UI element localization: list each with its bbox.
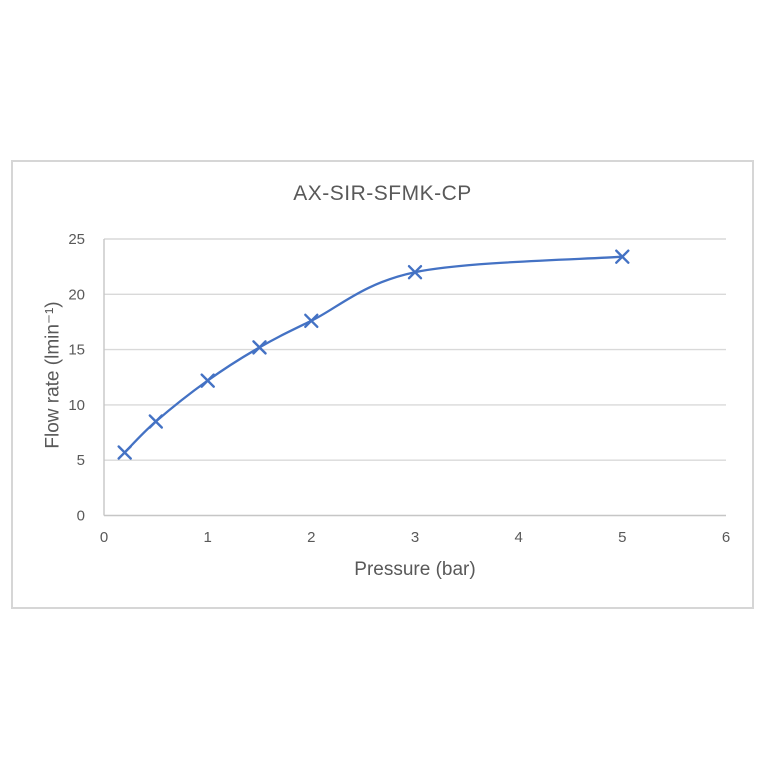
x-tick-label: 1: [204, 529, 212, 546]
y-tick-label: 10: [68, 397, 85, 414]
chart-title: AX-SIR-SFMK-CP: [293, 182, 472, 205]
y-tick-label: 5: [77, 452, 85, 469]
y-axis-title: Flow rate (lmin⁻¹): [42, 301, 64, 449]
y-tick-label: 15: [68, 342, 85, 359]
data-point-marker: [148, 414, 163, 429]
chart-container: AX-SIR-SFMK-CP 0 5 10 15 20 25 0 1 2 3 4 5 6 Pressur…: [11, 160, 754, 609]
x-tick-label: 4: [515, 529, 523, 546]
data-point-marker: [117, 445, 132, 460]
x-tick-label: 5: [618, 529, 626, 546]
y-tick-label: 20: [68, 286, 85, 303]
x-tick-label: 2: [307, 529, 315, 546]
data-point-marker: [304, 313, 319, 328]
y-tick-label: 25: [68, 231, 85, 248]
x-tick-label: 3: [411, 529, 419, 546]
x-axis-title: Pressure (bar): [354, 559, 476, 580]
data-point-marker: [407, 265, 423, 280]
data-point-marker: [200, 373, 215, 388]
data-point-marker: [615, 249, 630, 264]
x-tick-label: 6: [722, 529, 730, 546]
y-tick-label: 0: [77, 508, 85, 525]
series-line: [123, 255, 624, 454]
data-point-marker: [252, 340, 267, 355]
plot-svg: 0 5 10 15 20 25 0 1 2 3 4 5 6: [68, 231, 730, 546]
x-tick-label: 0: [100, 529, 108, 546]
